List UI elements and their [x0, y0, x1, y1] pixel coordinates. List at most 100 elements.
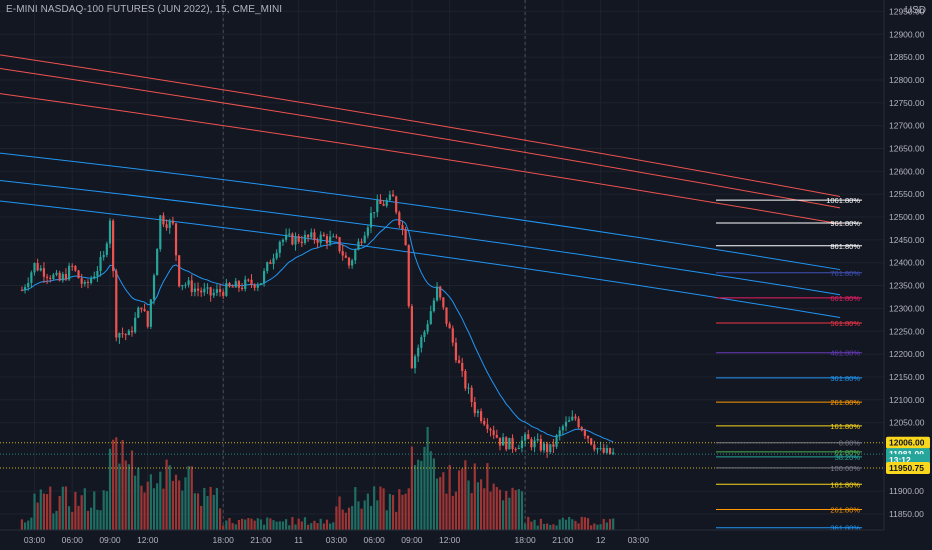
volume-bar: [272, 520, 275, 530]
volume-bar: [23, 522, 27, 530]
volume-bar: [253, 520, 256, 530]
volume-bar: [325, 519, 329, 530]
volume-bar: [407, 488, 410, 530]
candle-body: [159, 215, 162, 250]
candle-body: [564, 421, 568, 427]
volume-bar: [429, 451, 432, 530]
candle-body: [49, 277, 52, 279]
volume-bar: [423, 446, 426, 530]
candle-body: [316, 240, 319, 243]
candle-body: [105, 243, 108, 255]
candle-body: [580, 427, 583, 431]
fibonacci-level-label: 761.80%: [830, 269, 860, 278]
volume-bar: [130, 450, 134, 530]
volume-bar: [307, 524, 310, 530]
volume-bar: [586, 518, 590, 530]
volume-bar: [27, 520, 30, 530]
candle-body: [479, 411, 483, 422]
candle-body: [33, 262, 36, 273]
volume-bar: [401, 494, 404, 530]
symbol-title[interactable]: E-MINI NASDAQ-100 FUTURES (JUN 2022), 15…: [6, 4, 283, 15]
volume-bar: [316, 523, 319, 530]
candle-body: [508, 437, 511, 450]
candle-body: [294, 236, 297, 245]
candle-body: [546, 443, 549, 452]
volume-bar: [108, 448, 112, 530]
volume-bar: [313, 520, 316, 530]
volume-bar: [278, 521, 281, 530]
candle-body: [373, 212, 376, 214]
volume-bar: [470, 493, 473, 530]
volume-bar: [303, 517, 307, 530]
candle-body: [259, 283, 263, 285]
volume-bar: [247, 518, 250, 530]
volume-bar: [222, 525, 225, 530]
candle-body: [45, 276, 49, 278]
price-axis-tick-label: 12550.00: [889, 189, 925, 199]
volume-bar: [212, 494, 215, 530]
volume-bar: [417, 459, 420, 530]
candle-body: [586, 436, 590, 439]
candle-body: [404, 229, 407, 246]
price-axis-tick-label: 12650.00: [889, 143, 925, 153]
price-axis-tick-label: 12250.00: [889, 326, 925, 336]
candle-body: [413, 356, 417, 369]
volume-bar: [432, 458, 436, 530]
volume-bar: [244, 519, 247, 530]
volume-bar: [152, 488, 156, 530]
candle-body: [319, 234, 322, 243]
candle-body: [495, 435, 498, 438]
volume-bar: [52, 513, 55, 530]
volume-bar: [322, 523, 325, 530]
volume-bar: [483, 488, 486, 530]
candle-body: [55, 272, 58, 275]
fibonacci-level-label: 361.80%: [830, 524, 860, 533]
volume-bar: [162, 488, 165, 530]
candle-body: [401, 224, 404, 230]
volume-bar: [20, 519, 24, 530]
volume-bar: [332, 522, 335, 530]
volume-bar: [546, 523, 549, 530]
candle-body: [27, 282, 30, 288]
candle-body: [379, 200, 382, 204]
candle-body: [124, 334, 127, 336]
candle-body: [96, 270, 99, 277]
candle-body: [190, 280, 193, 292]
volume-bar: [102, 490, 105, 530]
candle-body: [58, 272, 61, 281]
candle-body: [539, 439, 542, 451]
candle-body: [511, 437, 514, 449]
candle-body: [442, 297, 445, 308]
time-axis-tick-label: 03:00: [628, 535, 650, 545]
volume-bar: [366, 493, 369, 530]
candle-body: [225, 283, 228, 296]
candle-body: [398, 212, 401, 225]
candle-body: [86, 282, 90, 284]
volume-bar: [36, 502, 39, 530]
volume-bar: [156, 483, 159, 530]
candle-body: [464, 370, 467, 389]
candle-body: [115, 271, 118, 338]
candle-body: [555, 435, 558, 447]
volume-bar: [291, 517, 294, 530]
price-badge-label: 12006.00: [889, 438, 925, 448]
volume-bar: [517, 489, 520, 530]
candle-body: [492, 430, 495, 436]
time-axis-tick-label: 12: [596, 535, 606, 545]
candle-body: [146, 311, 149, 327]
volume-bar: [514, 490, 517, 530]
volume-bar: [294, 524, 297, 530]
candle-body: [483, 421, 486, 425]
candle-body: [108, 220, 112, 244]
volume-bar: [536, 525, 539, 530]
currency-label[interactable]: USD: [904, 5, 926, 16]
candle-body: [168, 220, 171, 228]
volume-bar: [96, 509, 99, 530]
volume-bar: [64, 486, 68, 530]
volume-bar: [492, 483, 495, 530]
volume-bar: [168, 465, 171, 530]
candle-body: [426, 324, 429, 332]
volume-bar: [90, 507, 93, 530]
candle-body: [231, 286, 234, 288]
